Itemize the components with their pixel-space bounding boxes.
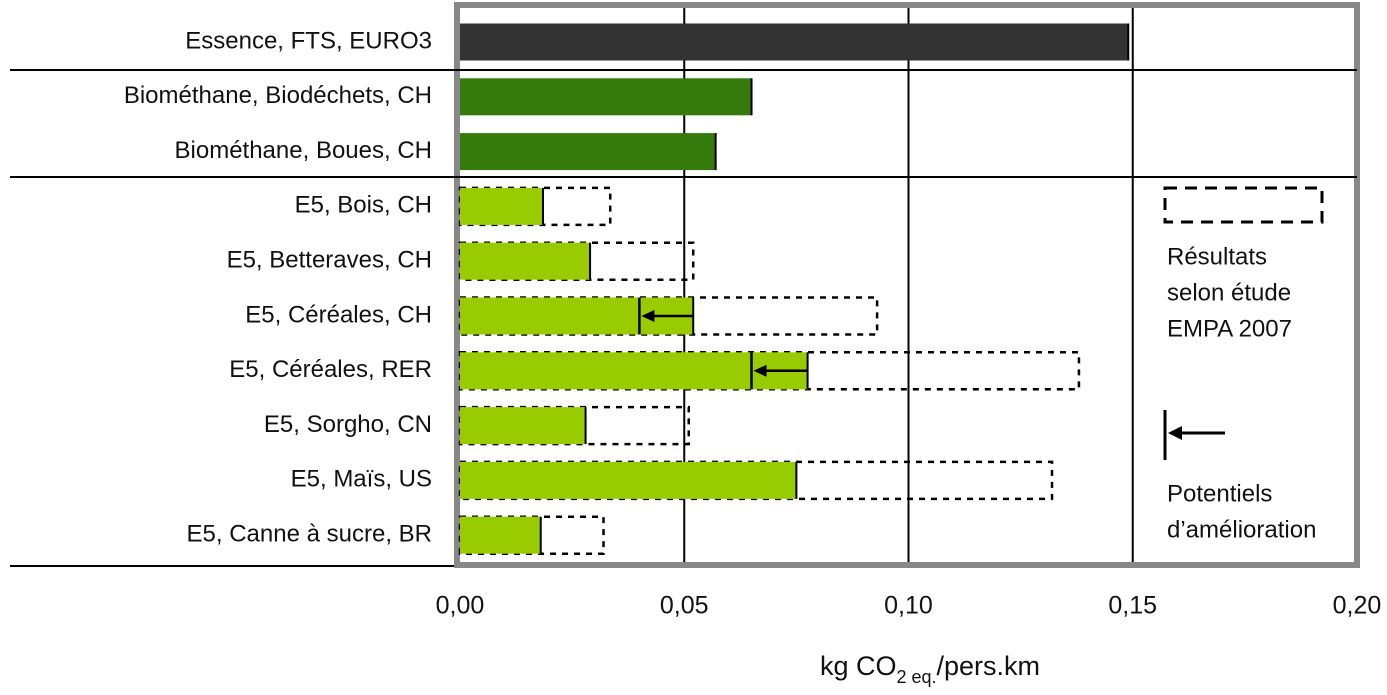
legend-label: Potentiels	[1167, 480, 1272, 507]
bar	[460, 242, 591, 280]
category-label: E5, Betteraves, CH	[227, 247, 432, 274]
legend-dashed-swatch	[1163, 186, 1324, 224]
x-tick-label: 0,10	[884, 592, 933, 620]
bar	[460, 352, 808, 390]
legend-arrow-head	[1168, 426, 1182, 440]
category-label: Biométhane, Boues, CH	[175, 137, 432, 164]
category-label: E5, Céréales, RER	[229, 356, 432, 383]
category-label: E5, Sorgho, CN	[264, 411, 432, 438]
x-axis-label-rest: /pers.km	[937, 651, 1041, 681]
legend-label: selon étude	[1167, 279, 1291, 306]
category-label: E5, Bois, CH	[295, 192, 432, 219]
legend-label: Résultats	[1167, 243, 1267, 270]
bar	[460, 461, 797, 499]
improvement-head	[753, 364, 767, 377]
x-tick-label: 0,05	[660, 592, 709, 620]
improvement-head	[641, 310, 655, 322]
x-tick-label: 0,15	[1108, 592, 1157, 620]
x-axis-label: kg CO2 eq./pers.km	[820, 651, 1040, 687]
x-tick-label: 0,20	[1333, 592, 1382, 620]
bar	[460, 187, 543, 225]
legend: Résultats selon étude EMPA 2007 Potentiels d…	[1163, 186, 1324, 543]
bar	[460, 407, 586, 445]
x-axis-label-sub: 2 eq.	[896, 667, 936, 687]
category-label: E5, Maïs, US	[291, 466, 432, 493]
bar	[460, 78, 752, 116]
bar	[460, 23, 1129, 61]
category-label: E5, Céréales, CH	[245, 301, 432, 328]
x-tick-label: 0,00	[436, 592, 485, 620]
x-axis-label-main: kg CO	[820, 651, 897, 681]
category-label: Biométhane, Biodéchets, CH	[124, 82, 432, 109]
category-label: Essence, FTS, EURO3	[185, 27, 432, 54]
category-label: E5, Canne à sucre, BR	[187, 521, 432, 548]
legend-label: d’amélioration	[1167, 516, 1316, 543]
bar	[460, 516, 541, 554]
legend-label: EMPA 2007	[1167, 315, 1292, 342]
bar	[460, 133, 716, 171]
